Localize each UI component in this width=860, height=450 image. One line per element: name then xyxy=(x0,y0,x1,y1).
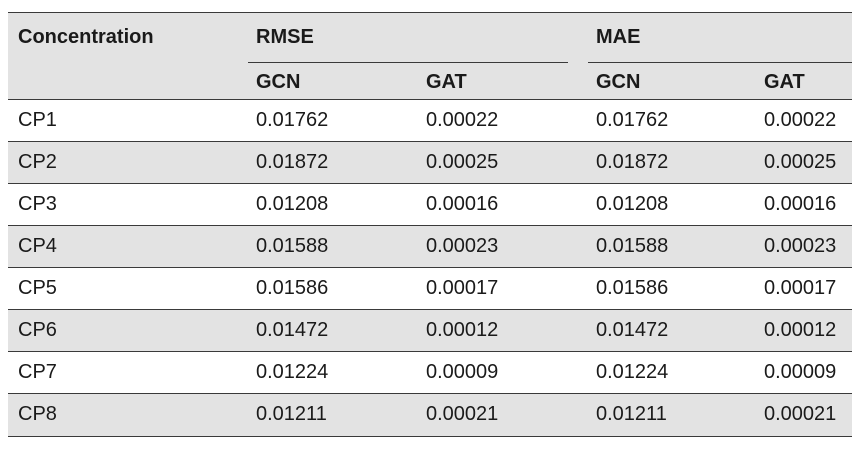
row-label: CP5 xyxy=(18,277,57,299)
header-mae-gcn: GCN xyxy=(596,71,641,93)
cell-rmse-gcn: 0.01211 xyxy=(256,403,327,425)
cell-mae-gat: 0.00009 xyxy=(764,361,837,383)
cell-mae-gcn: 0.01872 xyxy=(596,151,669,173)
header-rmse-gat: GAT xyxy=(426,71,467,93)
cell-rmse-gcn: 0.01588 xyxy=(256,235,329,257)
cell-mae-gat: 0.00025 xyxy=(764,151,837,173)
cell-rmse-gat: 0.00016 xyxy=(426,193,499,215)
cell-rmse-gcn: 0.01208 xyxy=(256,193,329,215)
table-row: CP4 0.01588 0.00023 0.01588 0.00023 xyxy=(8,225,852,267)
header-group-rmse: RMSE xyxy=(256,26,314,48)
row-label: CP6 xyxy=(18,319,57,341)
cell-rmse-gat: 0.00009 xyxy=(426,361,499,383)
row-label: CP7 xyxy=(18,361,57,383)
cell-mae-gat: 0.00012 xyxy=(764,319,837,341)
cell-mae-gcn: 0.01586 xyxy=(596,277,669,299)
header-mae-gat: GAT xyxy=(764,71,805,93)
table-row: CP7 0.01224 0.00009 0.01224 0.00009 xyxy=(8,351,852,393)
row-label: CP8 xyxy=(18,403,57,425)
cell-rmse-gat: 0.00022 xyxy=(426,109,499,131)
row-label: CP1 xyxy=(18,109,57,131)
cell-rmse-gat: 0.00021 xyxy=(426,403,499,425)
cell-mae-gat: 0.00023 xyxy=(764,235,837,257)
table-header: Concentration RMSE MAE GCN GAT GCN GAT xyxy=(8,12,852,99)
cell-rmse-gat: 0.00017 xyxy=(426,277,499,299)
cell-rmse-gcn: 0.01872 xyxy=(256,151,329,173)
table-row: CP2 0.01872 0.00025 0.01872 0.00025 xyxy=(8,141,852,183)
cell-mae-gat: 0.00016 xyxy=(764,193,837,215)
cell-rmse-gcn: 0.01586 xyxy=(256,277,329,299)
row-label: CP2 xyxy=(18,151,57,173)
cell-mae-gcn: 0.01208 xyxy=(596,193,669,215)
table-row: CP8 0.01211 0.00021 0.01211 0.00021 xyxy=(8,393,852,437)
table-row: CP3 0.01208 0.00016 0.01208 0.00016 xyxy=(8,183,852,225)
cell-rmse-gat: 0.00023 xyxy=(426,235,499,257)
cell-mae-gat: 0.00017 xyxy=(764,277,837,299)
table-row: CP5 0.01586 0.00017 0.01586 0.00017 xyxy=(8,267,852,309)
cell-mae-gcn: 0.01224 xyxy=(596,361,669,383)
cell-mae-gat: 0.00022 xyxy=(764,109,837,131)
row-label: CP3 xyxy=(18,193,57,215)
mae-group-rule xyxy=(588,62,852,63)
cell-rmse-gat: 0.00012 xyxy=(426,319,499,341)
cell-mae-gat: 0.00021 xyxy=(764,403,837,425)
table-row: CP6 0.01472 0.00012 0.01472 0.00012 xyxy=(8,309,852,351)
cell-mae-gcn: 0.01211 xyxy=(596,403,667,425)
header-group-mae: MAE xyxy=(596,26,641,48)
row-label: CP4 xyxy=(18,235,57,257)
cell-mae-gcn: 0.01762 xyxy=(596,109,669,131)
table-row: CP1 0.01762 0.00022 0.01762 0.00022 xyxy=(8,99,852,141)
cell-mae-gcn: 0.01472 xyxy=(596,319,669,341)
cell-rmse-gcn: 0.01224 xyxy=(256,361,329,383)
header-rmse-gcn: GCN xyxy=(256,71,301,93)
cell-rmse-gat: 0.00025 xyxy=(426,151,499,173)
cell-rmse-gcn: 0.01472 xyxy=(256,319,329,341)
cell-mae-gcn: 0.01588 xyxy=(596,235,669,257)
results-table: Concentration RMSE MAE GCN GAT GCN GAT C… xyxy=(8,12,852,437)
rmse-group-rule xyxy=(248,62,568,63)
cell-rmse-gcn: 0.01762 xyxy=(256,109,329,131)
header-concentration: Concentration xyxy=(18,26,154,48)
